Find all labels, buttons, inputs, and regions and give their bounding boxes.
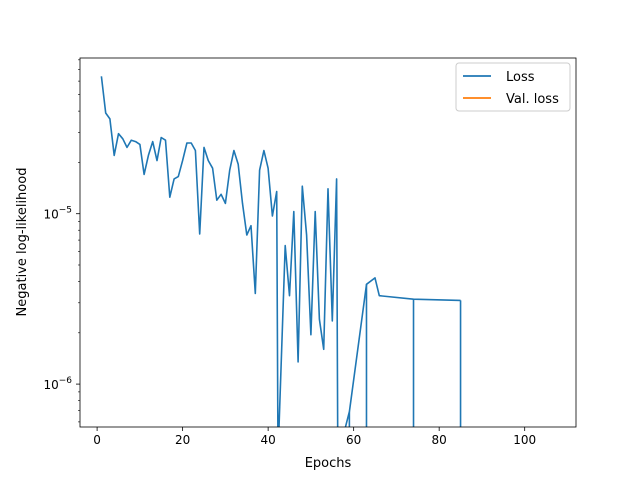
x-tick-label: 40 bbox=[260, 433, 275, 447]
series-layer bbox=[100, 76, 462, 427]
series-line-loss bbox=[100, 76, 461, 427]
plot-background bbox=[80, 58, 576, 427]
plot-frame bbox=[79, 57, 577, 428]
y-tick-label: 10−5 bbox=[43, 206, 72, 222]
x-tick-label: 0 bbox=[93, 433, 101, 447]
legend-box bbox=[455, 62, 571, 112]
legend-label-loss: Loss bbox=[506, 70, 535, 85]
x-tick-label: 20 bbox=[175, 433, 190, 447]
legend: Loss Val. loss bbox=[455, 62, 571, 112]
x-tick-label: 80 bbox=[432, 433, 447, 447]
legend-label-val-loss: Val. loss bbox=[506, 92, 559, 107]
y-tick-label: 10−6 bbox=[43, 376, 72, 392]
x-tick-label: 60 bbox=[346, 433, 361, 447]
x-axis-label: Epochs bbox=[305, 456, 352, 471]
x-tick-label: 100 bbox=[513, 433, 536, 447]
axes-layer: 0 20 40 60 80 100 10−6 10−5 bbox=[43, 59, 536, 447]
y-axis-label: Negative log-likelihood bbox=[15, 168, 30, 317]
